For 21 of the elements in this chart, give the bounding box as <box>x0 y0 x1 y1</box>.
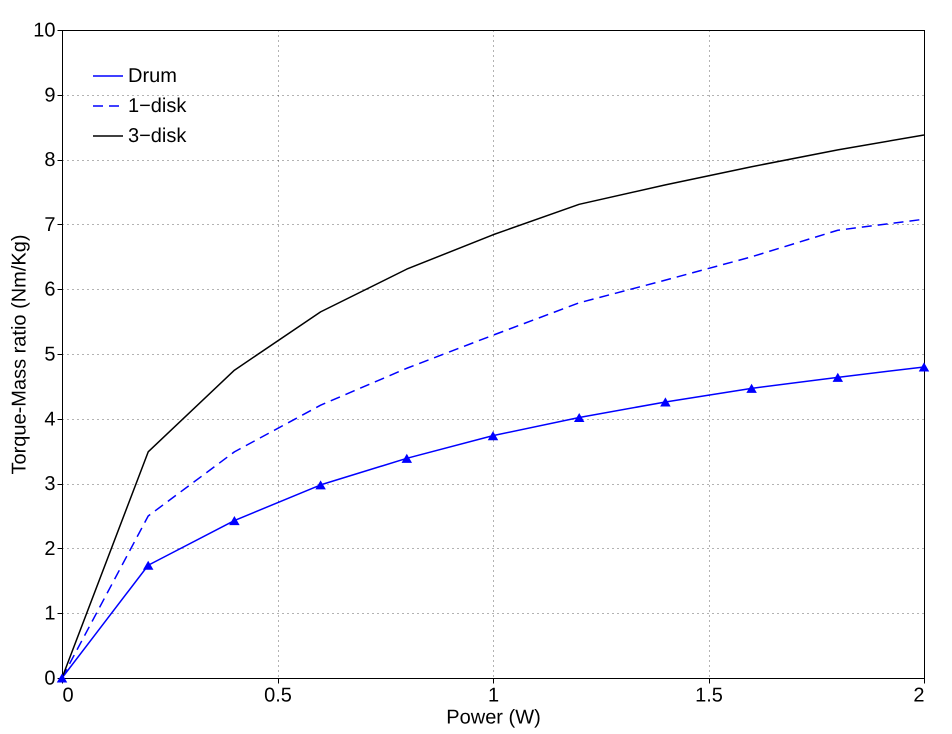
x-tick-label: 1 <box>488 684 500 706</box>
y-tick-label: 0 <box>44 668 56 690</box>
legend-label: 1−disk <box>128 95 188 117</box>
y-tick-label: 9 <box>44 84 56 106</box>
x-axis-title: Power (W) <box>446 706 541 728</box>
y-tick-label: 8 <box>44 149 56 172</box>
x-tick-label: 2 <box>913 684 924 706</box>
legend-label: 3−disk <box>128 125 188 147</box>
y-tick-label: 1 <box>44 602 56 625</box>
y-tick-label: 10 <box>33 20 56 42</box>
x-tick-label: 0 <box>62 684 74 706</box>
legend-label: Drum <box>128 65 177 87</box>
y-tick-label: 5 <box>44 344 56 366</box>
y-tick-label: 3 <box>44 473 56 496</box>
y-tick-label: 7 <box>44 214 56 236</box>
x-tick-label: 0.5 <box>264 684 292 706</box>
y-tick-label: 2 <box>44 538 56 560</box>
y-axis-title: Torque-Mass ratio (Nm/Kg) <box>8 234 30 475</box>
x-tick-label: 1.5 <box>695 684 723 706</box>
y-tick-label: 6 <box>44 278 56 301</box>
y-tick-label: 4 <box>44 408 56 430</box>
